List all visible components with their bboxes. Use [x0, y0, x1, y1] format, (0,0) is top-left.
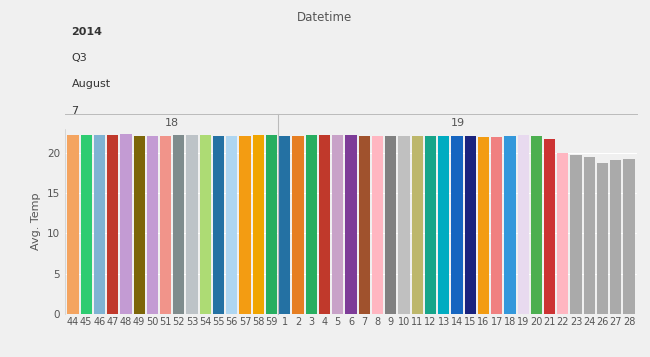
Bar [451, 136, 463, 314]
Text: 2014: 2014 [72, 27, 103, 37]
Bar [147, 136, 158, 314]
Bar [359, 136, 370, 314]
Bar [345, 135, 357, 314]
Bar [226, 136, 237, 314]
Bar [306, 135, 317, 314]
Bar [68, 135, 79, 314]
Bar [239, 136, 251, 314]
Bar [465, 136, 476, 314]
Bar [174, 135, 185, 314]
Bar [531, 136, 542, 314]
Bar [200, 135, 211, 314]
Bar [557, 153, 569, 314]
Bar [133, 136, 145, 314]
Bar [517, 135, 528, 314]
Bar [187, 135, 198, 314]
Bar [332, 135, 343, 314]
Bar [438, 136, 449, 314]
Bar [571, 155, 582, 314]
Bar [160, 136, 171, 314]
Bar [279, 136, 291, 314]
Bar [544, 139, 555, 314]
Text: 18: 18 [164, 118, 179, 128]
Bar [478, 137, 489, 314]
Bar [398, 136, 410, 314]
Bar [425, 136, 436, 314]
Bar [385, 136, 396, 314]
Bar [411, 136, 423, 314]
Bar [107, 135, 118, 314]
Bar [213, 136, 224, 314]
Text: Q3: Q3 [72, 53, 87, 63]
Bar [491, 137, 502, 314]
Bar [319, 135, 330, 314]
Bar [253, 135, 264, 314]
Bar [504, 136, 515, 314]
Bar [266, 135, 277, 314]
Text: 19: 19 [450, 118, 465, 128]
Bar [94, 135, 105, 314]
Bar [372, 136, 383, 314]
Y-axis label: Avg. Temp: Avg. Temp [31, 192, 42, 250]
Text: Datetime: Datetime [298, 11, 352, 24]
Bar [120, 134, 131, 314]
Bar [623, 159, 634, 314]
Bar [81, 135, 92, 314]
Bar [597, 163, 608, 314]
Bar [610, 160, 621, 314]
Bar [584, 157, 595, 314]
Bar [292, 136, 304, 314]
Text: August: August [72, 80, 110, 90]
Text: 7: 7 [72, 106, 79, 116]
